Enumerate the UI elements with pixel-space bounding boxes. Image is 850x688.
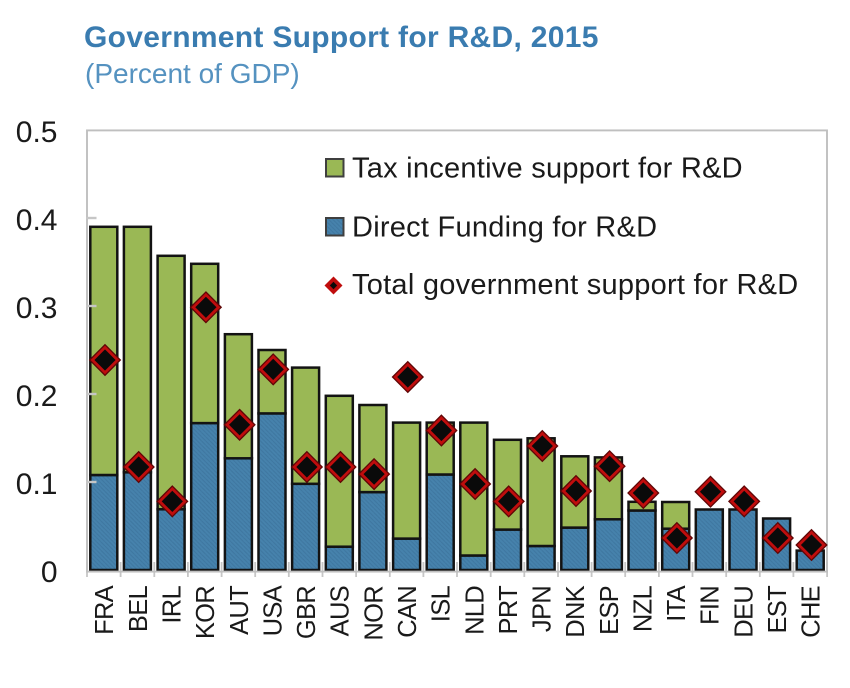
svg-text:ISL: ISL [428, 585, 456, 622]
svg-text:0.4: 0.4 [16, 204, 58, 237]
svg-text:Tax incentive support for R&D: Tax incentive support for R&D [352, 153, 743, 185]
svg-text:BEL: BEL [125, 585, 153, 632]
svg-text:0.2: 0.2 [16, 380, 58, 413]
svg-text:0.1: 0.1 [16, 468, 58, 501]
svg-text:CHE: CHE [798, 586, 826, 638]
svg-text:FIN: FIN [697, 586, 725, 625]
svg-text:AUS: AUS [327, 586, 355, 636]
svg-text:USA: USA [259, 585, 287, 636]
svg-text:Government Support for R&D, 20: Government Support for R&D, 2015 [84, 21, 599, 54]
svg-text:0: 0 [41, 556, 58, 589]
svg-text:DEU: DEU [730, 586, 758, 638]
svg-text:AUT: AUT [226, 586, 254, 635]
svg-text:PRT: PRT [495, 586, 523, 635]
svg-text:NLD: NLD [461, 586, 489, 635]
svg-text:Total government support for R: Total government support for R&D [352, 269, 798, 301]
svg-text:CAN: CAN [394, 586, 422, 638]
svg-text:KOR: KOR [192, 586, 220, 639]
svg-text:DNK: DNK [562, 585, 590, 637]
svg-text:IRL: IRL [159, 585, 187, 623]
svg-text:NOR: NOR [360, 586, 388, 641]
svg-text:0.3: 0.3 [16, 292, 58, 325]
svg-text:0.5: 0.5 [16, 116, 58, 149]
svg-text:(Percent of GDP): (Percent of GDP) [85, 58, 300, 89]
svg-text:NZL: NZL [630, 585, 658, 632]
svg-text:GBR: GBR [293, 586, 321, 639]
svg-text:FRA: FRA [91, 585, 119, 635]
svg-text:Direct Funding for R&D: Direct Funding for R&D [352, 212, 657, 244]
svg-text:ESP: ESP [596, 586, 624, 635]
svg-text:EST: EST [764, 586, 792, 634]
svg-text:ITA: ITA [663, 585, 691, 621]
svg-text:JPN: JPN [529, 586, 557, 632]
